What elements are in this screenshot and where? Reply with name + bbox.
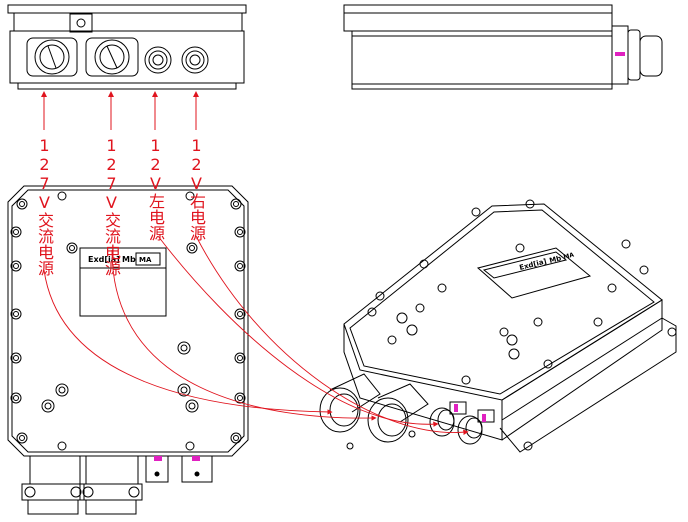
top-view-nameplate-text: Exd[ia] Mb MA xyxy=(88,255,152,264)
iso-nameplate-mb-text: Mb xyxy=(549,254,563,265)
cable-gland-icon xyxy=(85,37,139,77)
label-12v-right-power: 12V右电源 xyxy=(187,136,206,241)
nameplate-mb-text: Mb xyxy=(122,255,136,264)
front-view xyxy=(7,4,247,90)
connector-icon xyxy=(429,401,467,437)
iso-nameplate-exd-text: Exd[ia] xyxy=(519,257,548,271)
label-12v-left-power: 12V左电源 xyxy=(146,136,165,241)
nameplate-mark-text: MA xyxy=(139,256,152,264)
label-127v-ac-power-2: 127V交流电源 xyxy=(102,136,121,276)
connector-icon xyxy=(181,46,209,74)
nameplate-exd-text: Exd[ia] xyxy=(88,255,120,264)
bolt-icon xyxy=(10,191,246,451)
label-127v-ac-power-1: 127V交流电源 xyxy=(35,136,54,276)
isometric-view xyxy=(319,199,677,453)
cable-gland-icon xyxy=(367,383,429,443)
annotation-arrows xyxy=(41,91,199,130)
annotation-curves xyxy=(43,235,469,435)
side-view xyxy=(343,4,663,90)
bolt-icon xyxy=(367,199,649,385)
connector-icon xyxy=(144,46,172,74)
top-view xyxy=(7,185,249,515)
iso-nameplate-mark-text: MA xyxy=(563,251,575,260)
connector-icon xyxy=(457,409,495,445)
cable-gland-icon xyxy=(26,37,78,77)
